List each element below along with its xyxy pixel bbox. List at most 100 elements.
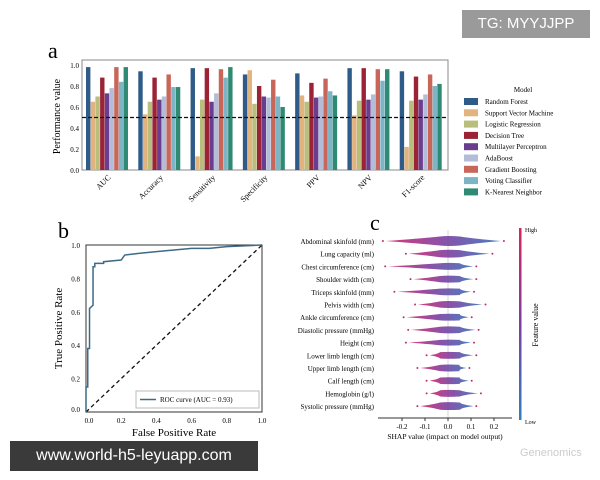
bar-random-forest <box>399 71 405 170</box>
feature-label: Diastolic pressure (mmHg) <box>298 327 375 335</box>
legend-swatch <box>464 120 478 128</box>
bar-random-forest <box>86 67 91 170</box>
bar-decision-tree <box>152 77 157 170</box>
watermark-top: TG: MYYJJPP <box>462 10 590 38</box>
bar-gradient-boosting <box>427 74 433 170</box>
y-tick-label: 0.2 <box>71 376 80 384</box>
shap-outlier-point <box>404 341 407 344</box>
x-tick-label: 0.2 <box>117 417 126 425</box>
shap-outlier-point <box>402 316 405 319</box>
bar-logistic-regression <box>356 100 362 170</box>
legend-label: Gradient Boosting <box>485 166 537 174</box>
panel-label-b: b <box>58 218 69 243</box>
bar-random-forest <box>347 68 352 170</box>
shap-outlier-point <box>470 316 473 319</box>
shap-outlier-point <box>502 240 505 242</box>
x-tick-label: NPV <box>356 173 374 191</box>
y-tick-label: 0.2 <box>70 146 79 154</box>
colorbar <box>519 228 522 420</box>
y-tick-label: 0.8 <box>70 83 79 91</box>
panel-label-c: c <box>370 210 380 235</box>
shap-distribution <box>385 236 501 246</box>
feature-label: Ankle circumference (cm) <box>300 314 375 322</box>
legend-label: Decision Tree <box>485 132 524 140</box>
shap-distribution <box>429 389 478 397</box>
x-tick-label: 0.1 <box>467 423 476 431</box>
bar-voting-classifier <box>432 86 438 170</box>
x-tick-label: PPV <box>305 173 322 190</box>
feature-label: Pelvis width (cm) <box>324 302 374 310</box>
feature-label: Upper limb length (cm) <box>308 365 375 373</box>
x-tick-label: F1-score <box>400 173 426 199</box>
bar-decision-tree <box>100 77 105 170</box>
y-tick-label: 0.0 <box>71 406 80 414</box>
shap-outlier-point <box>425 354 428 357</box>
legend-title: Model <box>514 86 532 94</box>
bar-k-nearest-neighbor <box>332 95 338 170</box>
legend-box <box>135 390 260 409</box>
bar-k-nearest-neighbor <box>280 107 285 170</box>
shap-outlier-point <box>473 341 475 344</box>
feature-label: Lower limb length (cm) <box>307 352 375 360</box>
bar-k-nearest-neighbor <box>385 69 390 170</box>
feature-label: Height (cm) <box>340 340 375 348</box>
bar-multilayer-perceptron <box>157 99 162 170</box>
plot-frame-b <box>85 244 263 413</box>
shap-distribution <box>418 301 483 308</box>
bar-gradient-boosting <box>218 69 224 170</box>
bar-adaboost <box>214 93 219 170</box>
bar-gradient-boosting <box>166 74 171 170</box>
bar-support-vector-machine <box>142 114 148 170</box>
shap-distribution <box>408 339 471 346</box>
legend-swatch <box>464 177 478 185</box>
bar-support-vector-machine <box>195 156 200 170</box>
bar-decision-tree <box>413 76 419 170</box>
bar-support-vector-machine <box>247 70 252 170</box>
shap-outlier-point <box>468 367 471 369</box>
x-tick-label: -0.1 <box>419 423 431 431</box>
shap-outlier-point <box>479 392 482 395</box>
shap-outlier-point <box>484 303 487 306</box>
legend-label: Multilayer Perceptron <box>485 143 547 151</box>
bar-adaboost <box>423 94 428 170</box>
legend-label: K-Nearest Neighbor <box>485 188 543 196</box>
shap-outlier-point <box>477 328 480 331</box>
bar-support-vector-machine <box>299 95 305 170</box>
colorbar-low: Low <box>525 420 537 426</box>
bar-voting-classifier <box>380 80 385 170</box>
bar-logistic-regression <box>147 101 153 170</box>
x-tick-label: 0.8 <box>222 417 231 425</box>
legend-label: ROC curve (AUC = 0.93) <box>160 396 233 404</box>
bar-random-forest <box>138 71 143 170</box>
chance-line <box>85 244 263 413</box>
panel-label-a: a <box>48 38 58 63</box>
bar-gradient-boosting <box>323 78 328 170</box>
legend-swatch <box>464 98 478 105</box>
shap-outlier-point <box>470 379 473 382</box>
bar-multilayer-perceptron <box>313 97 319 170</box>
bar-decision-tree <box>256 86 262 170</box>
bar-voting-classifier <box>328 91 333 170</box>
bar-support-vector-machine <box>90 101 96 170</box>
legend-label: Support Vector Machine <box>485 109 553 117</box>
feature-label: Triceps skinfold (mm) <box>311 289 374 297</box>
bar-adaboost <box>370 94 376 170</box>
shap-outlier-point <box>393 290 396 293</box>
feature-label: Hemoglobin (g/l) <box>325 390 374 398</box>
shap-outlier-point <box>475 354 478 357</box>
legend-swatch <box>464 143 478 151</box>
legend-swatch <box>464 188 478 196</box>
bar-voting-classifier <box>118 81 124 170</box>
shap-outlier-point <box>409 278 412 281</box>
x-tick-label: 0.0 <box>85 417 94 425</box>
bar-adaboost <box>109 88 114 170</box>
bar-k-nearest-neighbor <box>437 83 442 170</box>
feature-label: Systolic pressure (mmHg) <box>301 403 375 411</box>
shap-outlier-point <box>491 252 494 255</box>
x-tick-label: 0.2 <box>490 423 499 431</box>
legend-swatch <box>464 165 478 173</box>
legend-label: Random Forest <box>485 98 528 106</box>
feature-label: Abdominal skinfold (mm) <box>301 238 375 246</box>
x-tick-label: Sensitivity <box>187 173 218 204</box>
bar-support-vector-machine <box>352 115 357 170</box>
